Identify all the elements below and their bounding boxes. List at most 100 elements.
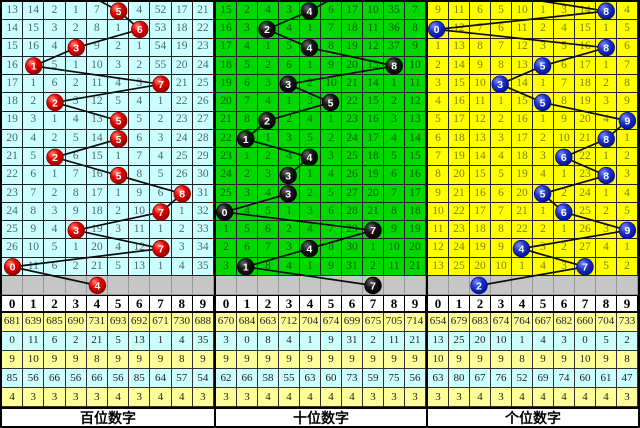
miss-cell: 25 [342,148,363,167]
miss-cell: 16 [23,38,45,57]
miss-cell: 20 [86,239,108,258]
stats-cell: 9 [44,350,66,370]
miss-cell: 4 [44,221,66,240]
miss-cell: 11 [449,2,470,21]
miss-cell: 1 [533,2,554,21]
stats-cell: 61 [596,369,617,389]
miss-cell [237,129,258,149]
miss-cell [533,184,554,203]
stats-cell: 64 [150,369,172,389]
miss-cell: 5 [491,2,512,21]
miss-cell: 1 [617,129,638,149]
miss-cell: 1 [108,184,130,203]
miss-cell: 9 [491,239,512,258]
miss-cell: 13 [405,111,426,130]
stats-cell: 85 [2,369,24,389]
stats-cell: 31 [342,331,363,351]
stats-cell: 66 [237,369,258,389]
miss-cell: 15 [363,93,384,112]
miss-cell: 1 [596,20,617,39]
miss-cell: 3 [428,75,449,94]
miss-cell: 2 [363,257,384,276]
stats-cell: 4 [279,331,300,351]
miss-cell: 2 [237,2,258,21]
digit-header-cell: 8 [171,296,193,312]
miss-cell: 4 [533,166,554,185]
stats-cell: 67 [470,369,491,389]
miss-cell: 3 [216,257,237,276]
miss-cell: 6 [321,2,342,21]
digit-header-cell: 4 [300,296,321,312]
stats-cell: 76 [491,369,512,389]
stats-cell: 4 [533,388,554,407]
miss-cell: 10 [554,129,575,149]
next-draw-cell [86,276,108,295]
miss-cell: 9 [23,221,45,240]
stats-cell: 9 [2,350,24,370]
miss-cell: 20 [512,184,533,203]
miss-cell [533,93,554,112]
miss-cell: 18 [405,202,426,222]
digit-header-cell: 5 [533,296,554,312]
miss-cell: 2 [65,20,87,39]
stats-cell: 54 [192,369,214,389]
stats-cell: 9 [237,350,258,370]
digit-header-cell: 6 [129,296,151,312]
stats-cell: 3 [86,388,108,407]
miss-cell: 6 [279,56,300,76]
miss-cell: 3 [279,129,300,149]
stats-grid: 670 684 663 712 704 674 699 675 705 714 3 0 8 4 1 9 31 2 1… [216,312,426,407]
miss-cell: 15 [216,2,237,21]
digit-header-cell: 3 [491,296,512,312]
miss-cell [2,257,24,276]
miss-cell: 16 [86,166,108,185]
miss-cell: 1 [596,56,617,76]
miss-cell: 11 [384,257,405,276]
miss-cell: 5 [44,239,66,258]
miss-cell: 19 [405,221,426,240]
miss-cell: 6 [258,221,279,240]
miss-cell: 7 [65,166,87,185]
digit-header-cell: 3 [65,296,87,312]
miss-cell [258,20,279,39]
miss-cell: 11 [405,75,426,94]
miss-cell: 15 [449,75,470,94]
miss-cell: 3 [554,2,575,21]
miss-cell: 1 [108,20,130,39]
stats-cell: 675 [363,313,384,332]
next-draw-cell [512,276,533,295]
digit-header-cell: 7 [150,296,172,312]
stats-cell: 3 [449,388,470,407]
miss-cell: 5 [300,129,321,149]
miss-cell: 4 [150,148,172,167]
digit-header-cell: 6 [342,296,363,312]
stats-cell: 2 [363,331,384,351]
miss-cell: 14 [512,75,533,94]
stats-cell: 654 [428,313,449,332]
miss-cell: 2 [23,93,45,112]
miss-cell: 1 [23,75,45,94]
miss-cell: 18 [171,20,193,39]
miss-cell: 6 [129,129,151,149]
stats-cell: 3 [237,388,258,407]
miss-cell: 11 [129,221,151,240]
miss-cell [150,239,172,258]
miss-cell: 24 [192,56,214,76]
miss-cell: 2 [596,75,617,94]
miss-cell: 5 [428,111,449,130]
miss-cell: 17 [86,184,108,203]
miss-cell: 15 [405,148,426,167]
miss-cell: 5 [129,111,151,130]
miss-cell: 10 [363,2,384,21]
miss-cell: 9 [405,38,426,57]
miss-cell: 21 [449,184,470,203]
miss-cell: 26 [342,166,363,185]
stats-cell: 0 [575,331,596,351]
miss-cell: 4 [321,166,342,185]
stats-cell: 704 [596,313,617,332]
stats-cell: 4 [150,388,172,407]
next-draw-cell [384,276,405,295]
stats-cell: 9 [342,350,363,370]
miss-cell: 9 [129,184,151,203]
miss-cell: 18 [342,20,363,39]
